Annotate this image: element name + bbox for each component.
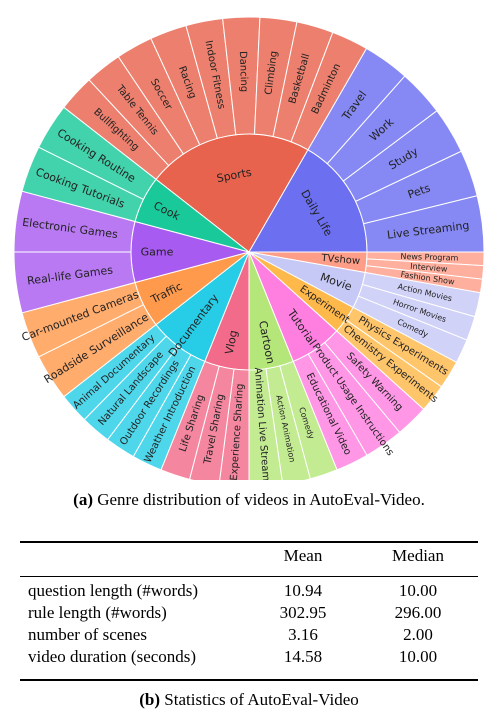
row-median: 2.00 (403, 625, 433, 644)
table-header-cell (20, 540, 248, 572)
row-mean: 14.58 (283, 647, 323, 666)
caption-a: (a) Genre distribution of videos in Auto… (0, 490, 498, 510)
row-label: rule length (#words) (28, 603, 167, 622)
outer-label: Dancing (237, 51, 249, 92)
inner-label: Vlog (223, 329, 240, 355)
table-row: number of scenes 3.16 2.00 (20, 624, 478, 646)
caption-b-tag: (b) (139, 690, 161, 709)
table-bottom-rule (20, 679, 478, 681)
row-median: 296.00 (394, 603, 442, 622)
inner-label: TVshow (320, 253, 361, 267)
caption-b-text: Statistics of AutoEval-Video (160, 690, 359, 709)
caption-a-text: Genre distribution of videos in AutoEval… (92, 490, 425, 509)
table-header-mean: Mean (283, 546, 323, 565)
outer-label: Interview (410, 262, 448, 274)
outer-label: News Program (400, 252, 458, 263)
table-row: video duration (seconds) 14.58 10.00 (20, 646, 478, 668)
table-top-rule (20, 541, 478, 543)
row-mean: 10.94 (283, 581, 323, 600)
table-row: rule length (#words) 302.95 296.00 (20, 602, 478, 624)
table-header-median: Median (392, 546, 444, 565)
row-label: video duration (seconds) (28, 647, 197, 666)
row-mean: 3.16 (288, 625, 318, 644)
row-label: question length (#words) (28, 581, 198, 600)
caption-a-tag: (a) (73, 490, 93, 509)
table-row: question length (#words) 10.94 10.00 (20, 580, 478, 602)
caption-b: (b) Statistics of AutoEval-Video (0, 690, 498, 710)
inner-label: Game (141, 246, 174, 259)
statistics-table: Mean Median question length (#words) 10.… (20, 540, 478, 668)
table-header-row: Mean Median (20, 540, 478, 572)
table-mid-rule (20, 576, 478, 577)
row-mean: 302.95 (279, 603, 327, 622)
outer-label: Climbing (263, 50, 279, 95)
outer-wedge (38, 106, 157, 201)
row-median: 10.00 (398, 581, 438, 600)
row-median: 10.00 (398, 647, 438, 666)
row-label: number of scenes (28, 625, 147, 644)
